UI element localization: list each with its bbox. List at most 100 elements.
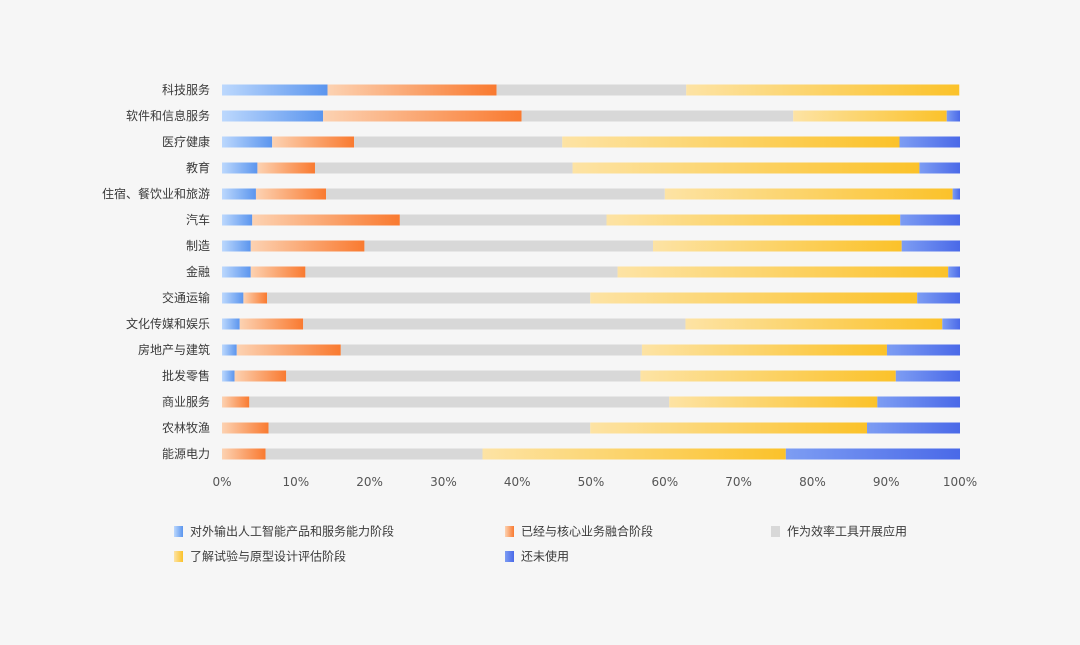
bar-segment-4-2 (326, 188, 665, 200)
category-label: 交通运输 (162, 290, 210, 305)
bar-segment-1-4 (946, 110, 960, 122)
bar-segment-7-1 (250, 266, 306, 278)
bar-segment-0-2 (496, 84, 687, 96)
category-labels: 科技服务软件和信息服务医疗健康教育住宿、餐饮业和旅游汽车制造金融交通运输文化传媒… (102, 82, 210, 461)
x-tick-label: 100% (943, 475, 977, 489)
bar-segment-10-1 (236, 344, 341, 356)
bar-segment-5-1 (252, 214, 400, 226)
bar-segment-12-4 (877, 396, 960, 408)
legend-item: 对外输出人工智能产品和服务能力阶段 (174, 524, 394, 539)
bar-segment-10-3 (641, 344, 887, 356)
legend-swatch (505, 551, 514, 562)
bar-segment-10-0 (222, 344, 237, 356)
category-label: 医疗健康 (162, 134, 210, 149)
category-label: 房地产与建筑 (138, 342, 210, 357)
category-label: 教育 (186, 160, 210, 175)
category-label: 批发零售 (162, 368, 210, 383)
category-label: 文化传媒和娱乐 (126, 316, 210, 331)
bar-segment-13-4 (867, 422, 960, 434)
x-axis-ticks: 0% 10% 20% 30% 40% 50% 60% 70% 80% 90% 100% (212, 475, 977, 489)
bar-segment-0-0 (222, 84, 328, 96)
bar-segment-3-0 (222, 162, 258, 174)
bar-segment-11-0 (222, 370, 235, 382)
category-label: 软件和信息服务 (126, 108, 210, 123)
bar-segment-12-2 (249, 396, 670, 408)
legend-swatch (771, 526, 780, 537)
legend-item: 了解试验与原型设计评估阶段 (174, 549, 346, 564)
bar-segment-11-4 (895, 370, 960, 382)
bar-segment-4-1 (255, 188, 327, 200)
category-label: 汽车 (186, 212, 210, 227)
bar-segment-9-1 (239, 318, 304, 330)
bar-segment-4-0 (222, 188, 256, 200)
bar-segment-3-1 (257, 162, 315, 174)
bar-segment-1-3 (793, 110, 947, 122)
bar-segment-6-0 (222, 240, 251, 252)
bar-segment-12-3 (669, 396, 878, 408)
bar-segment-8-4 (917, 292, 960, 304)
bar-segment-14-4 (785, 448, 960, 460)
bar-segment-4-4 (952, 188, 960, 200)
bar-segment-8-0 (222, 292, 244, 304)
category-label: 农林牧渔 (162, 421, 210, 435)
bar-segment-7-3 (617, 266, 949, 278)
x-tick-label: 10% (282, 475, 309, 489)
bar-segment-1-2 (521, 110, 794, 122)
bar-segment-5-3 (606, 214, 901, 226)
x-tick-label: 0% (212, 475, 231, 489)
bar-segment-11-3 (640, 370, 896, 382)
x-tick-label: 70% (725, 475, 752, 489)
bar-segment-14-3 (482, 448, 786, 460)
category-label: 科技服务 (162, 82, 210, 97)
bar-segment-6-2 (364, 240, 653, 252)
bar-segment-6-4 (901, 240, 960, 252)
category-label: 商业服务 (162, 394, 210, 409)
legend: 对外输出人工智能产品和服务能力阶段 已经与核心业务融合阶段 作为效率工具开展应用了解… (174, 524, 907, 564)
bars-layer (222, 84, 960, 460)
x-tick-label: 90% (873, 475, 900, 489)
bar-segment-2-3 (562, 136, 900, 148)
bar-segment-9-0 (222, 318, 240, 330)
bar-segment-11-1 (234, 370, 287, 382)
bar-segment-9-4 (942, 318, 960, 330)
legend-swatch (174, 526, 183, 537)
bar-segment-14-2 (265, 448, 483, 460)
bar-segment-5-2 (399, 214, 607, 226)
bar-segment-2-2 (354, 136, 563, 148)
bar-segment-0-3 (686, 84, 960, 96)
bar-segment-13-2 (268, 422, 591, 434)
bar-segment-13-3 (590, 422, 868, 434)
legend-swatch (505, 526, 514, 537)
category-label: 住宿、餐饮业和旅游 (102, 186, 210, 201)
x-tick-label: 60% (651, 475, 678, 489)
bar-segment-1-1 (323, 110, 522, 122)
bar-segment-6-1 (250, 240, 365, 252)
legend-label: 已经与核心业务融合阶段 (521, 524, 653, 539)
bar-segment-3-2 (314, 162, 573, 174)
bar-segment-14-1 (222, 448, 266, 460)
bar-segment-5-4 (900, 214, 960, 226)
bar-segment-12-1 (222, 396, 250, 408)
bar-segment-7-0 (222, 266, 251, 278)
x-tick-label: 40% (504, 475, 531, 489)
legend-item: 已经与核心业务融合阶段 (505, 524, 653, 539)
x-tick-label: 20% (356, 475, 383, 489)
x-tick-label: 30% (430, 475, 457, 489)
legend-label: 对外输出人工智能产品和服务能力阶段 (190, 524, 394, 539)
bar-segment-10-4 (886, 344, 960, 356)
bar-segment-13-1 (222, 422, 269, 434)
category-label: 能源电力 (162, 447, 210, 461)
legend-item: 还未使用 (505, 549, 569, 564)
bar-segment-9-2 (303, 318, 686, 330)
legend-label: 还未使用 (521, 549, 569, 564)
bar-segment-8-2 (267, 292, 591, 304)
bar-segment-0-1 (327, 84, 497, 96)
bar-segment-4-3 (664, 188, 953, 200)
bar-segment-6-3 (652, 240, 902, 252)
bar-segment-3-4 (919, 162, 960, 174)
category-label: 制造 (186, 239, 210, 253)
bar-segment-2-1 (272, 136, 355, 148)
bar-segment-10-2 (340, 344, 642, 356)
